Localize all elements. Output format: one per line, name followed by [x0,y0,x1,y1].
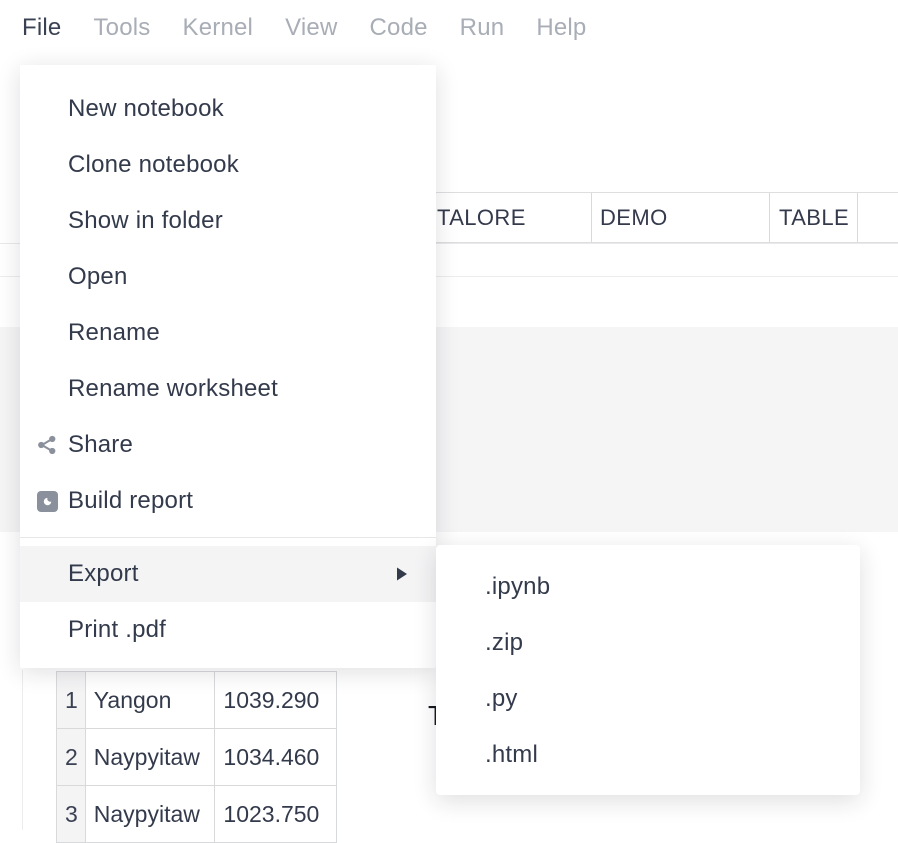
worksheet-tab-talore[interactable]: TALORE [370,193,592,242]
menu-item-build-report[interactable]: Build report [20,473,436,529]
city-cell: Yangon [84,671,216,729]
worksheet-tab-spacer [858,193,898,242]
divider [0,243,898,244]
menu-item-label: Rename worksheet [68,375,278,402]
worksheet-tab-demo[interactable]: DEMO [592,193,770,242]
menubar-item-kernel[interactable]: Kernel [182,13,254,41]
menu-item-clone-notebook[interactable]: Clone notebook [20,137,436,193]
menu-item-label: Show in folder [68,207,223,234]
menu-item-label: Clone notebook [68,151,239,178]
worksheet-tab-table[interactable]: TABLE [770,193,858,242]
file-menu-dropdown: New notebook Clone notebook Show in fold… [20,65,436,668]
worksheet-tab-label: TALORE [437,204,526,230]
submenu-item-zip[interactable]: .zip [436,615,860,671]
menubar-item-code[interactable]: Code [369,13,428,41]
value-cell: 1039.290 [214,671,337,729]
city-cell: Naypyitaw [84,785,216,843]
menu-item-label: Export [68,560,139,587]
menu-item-rename-worksheet[interactable]: Rename worksheet [20,361,436,417]
menu-item-print-pdf[interactable]: Print .pdf [20,602,436,658]
menu-item-rename[interactable]: Rename [20,305,436,361]
menubar-item-view[interactable]: View [285,13,338,41]
report-icon [36,490,58,512]
menu-item-share[interactable]: Share [20,417,436,473]
menubar-item-tools[interactable]: Tools [93,13,151,41]
menu-item-label: .zip [485,629,524,656]
submenu-arrow-icon [395,566,408,582]
submenu-item-html[interactable]: .html [436,727,860,783]
menu-item-label: New notebook [68,95,224,122]
menu-item-label: .ipynb [485,573,551,600]
table-row: 3 Naypyitaw 1023.750 [56,785,337,843]
menu-item-label: Build report [68,487,194,514]
divider [0,276,898,277]
menu-item-label: Share [68,431,134,458]
city-cell: Naypyitaw [84,728,216,786]
menubar-item-file[interactable]: File [22,13,62,41]
menubar-item-run[interactable]: Run [459,13,505,41]
submenu-item-py[interactable]: .py [436,671,860,727]
table-row: 2 Naypyitaw 1034.460 [56,728,337,786]
menu-item-show-in-folder[interactable]: Show in folder [20,193,436,249]
menu-item-label: Print .pdf [68,616,167,643]
menu-separator [20,537,436,538]
divider [22,670,23,830]
row-index: 3 [56,785,86,843]
menu-item-new-notebook[interactable]: New notebook [20,81,436,137]
row-index: 2 [56,728,86,786]
table-row: 1 Yangon 1039.290 [56,671,337,729]
menu-item-label: Open [68,263,128,290]
worksheet-tab-bar: TALORE DEMO TABLE [370,192,898,243]
value-cell: 1034.460 [214,728,337,786]
export-submenu: .ipynb .zip .py .html [436,545,860,795]
menu-item-open[interactable]: Open [20,249,436,305]
submenu-item-ipynb[interactable]: .ipynb [436,559,860,615]
menu-item-label: .py [485,685,518,712]
row-index: 1 [56,671,86,729]
app-menubar: File Tools Kernel View Code Run Help [0,0,898,55]
worksheet-tab-label: DEMO [600,204,668,230]
menu-item-export[interactable]: Export [20,546,436,602]
menu-item-label: .html [485,741,539,768]
menu-item-label: Rename [68,319,160,346]
result-table: 1 Yangon 1039.290 2 Naypyitaw 1034.460 3… [56,671,337,843]
value-cell: 1023.750 [214,785,337,843]
worksheet-tab-label: TABLE [779,204,850,230]
menubar-item-help[interactable]: Help [536,13,587,41]
share-icon [36,434,58,456]
